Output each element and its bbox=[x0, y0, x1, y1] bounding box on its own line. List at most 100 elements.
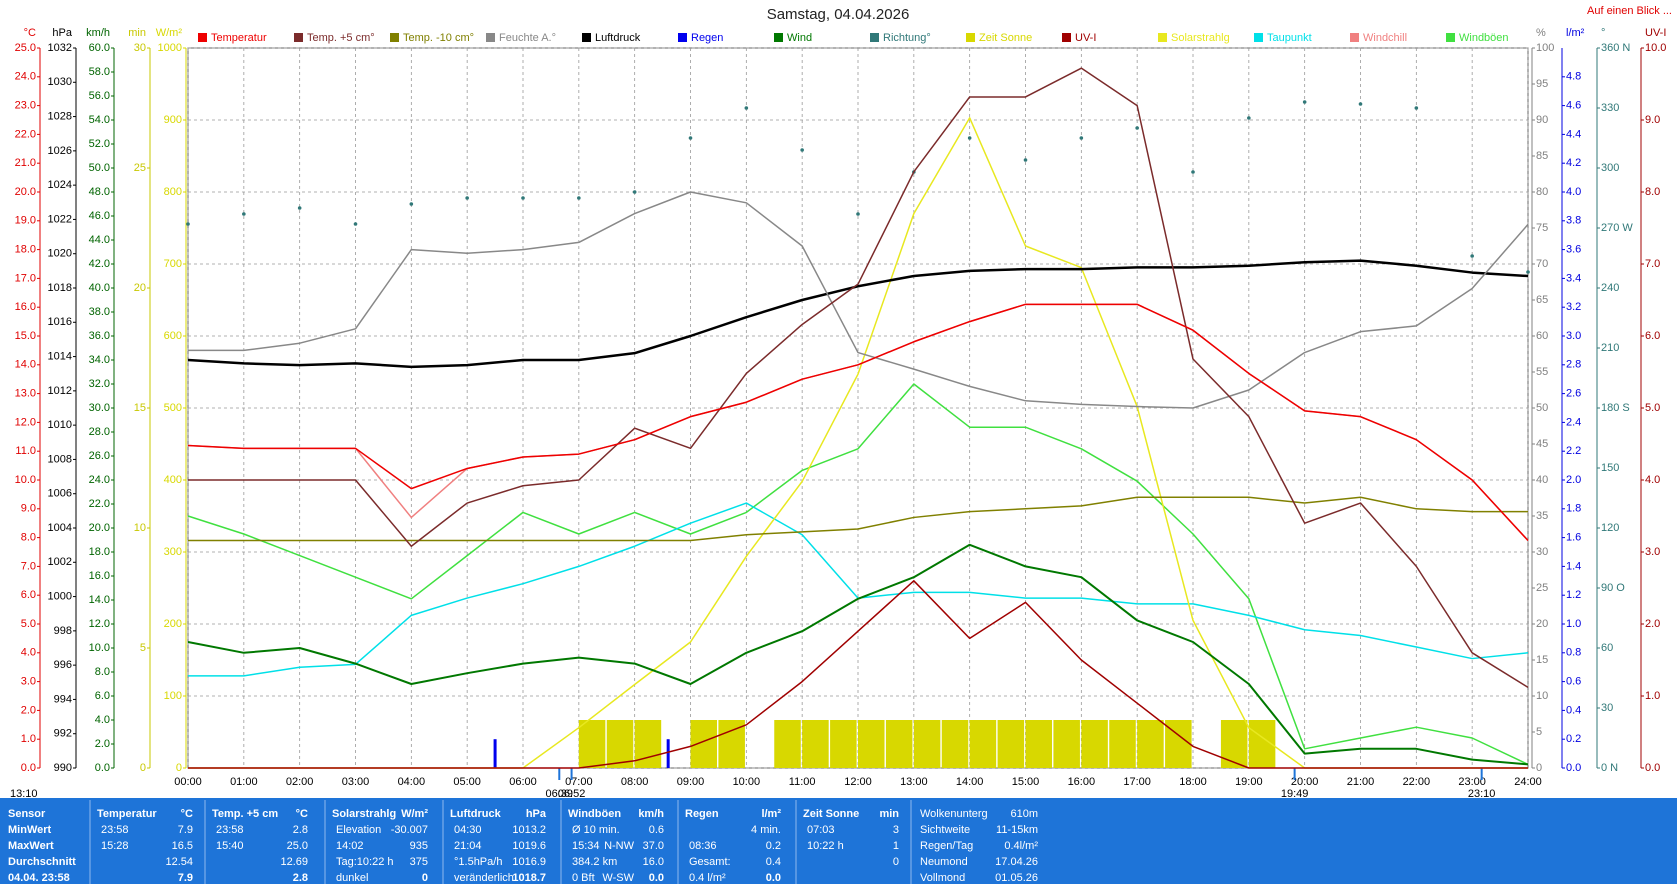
legend-swatch bbox=[1446, 33, 1455, 42]
y-tick-label: 85 bbox=[1536, 150, 1548, 162]
y-tick-label: 22.0 bbox=[15, 128, 36, 140]
y-tick-label: 16.0 bbox=[15, 301, 36, 313]
x-tick-label: 04:00 bbox=[398, 776, 426, 788]
stats-text: 0.4 bbox=[766, 856, 781, 868]
y-tick-label: 2.4 bbox=[1566, 416, 1581, 428]
stats-text: 17.04.26 bbox=[995, 856, 1038, 868]
legend-swatch bbox=[774, 33, 783, 42]
stats-text: 37.0 bbox=[643, 840, 664, 852]
direction-dot bbox=[186, 222, 190, 226]
y-tick-label: 3.0 bbox=[21, 676, 36, 688]
y-tick-label: 8.0 bbox=[21, 532, 36, 544]
y-tick-label: 240 bbox=[1601, 282, 1619, 294]
y-tick-label: 11.0 bbox=[15, 445, 36, 457]
y-tick-label: 1.4 bbox=[1566, 560, 1581, 572]
x-tick-label: 02:00 bbox=[286, 776, 314, 788]
y-tick-label: 6.0 bbox=[21, 589, 36, 601]
stats-text: 0.0 bbox=[649, 872, 664, 884]
y-tick-label: 22.0 bbox=[89, 498, 110, 510]
y-tick-label: 24.0 bbox=[89, 474, 110, 486]
series-line bbox=[187, 259, 1529, 369]
legend-swatch bbox=[870, 33, 879, 42]
stats-text: °1.5hPa/h bbox=[454, 856, 502, 868]
stats-text: Temp. +5 cm bbox=[212, 808, 278, 820]
legend-swatch bbox=[1350, 33, 1359, 42]
direction-dot bbox=[1135, 126, 1139, 130]
legend-label: Taupunkt bbox=[1267, 32, 1312, 44]
y-tick-label: 0.0 bbox=[1645, 762, 1660, 774]
legend-label: Regen bbox=[691, 32, 723, 44]
annotation: 23:10 bbox=[1468, 788, 1496, 800]
direction-dot bbox=[1302, 100, 1307, 104]
y-tick-label: 0.8 bbox=[1566, 647, 1581, 659]
stats-text: 0 Bft bbox=[572, 872, 595, 884]
y-tick-label: 32.0 bbox=[89, 378, 110, 390]
y-tick-label: 40.0 bbox=[89, 282, 110, 294]
overview-link[interactable]: Auf einen Blick ... bbox=[1587, 5, 1672, 17]
direction-dot bbox=[1023, 158, 1028, 162]
y-tick-label: 8.0 bbox=[1645, 186, 1660, 198]
y-tick-label: 65 bbox=[1536, 294, 1548, 306]
x-tick-label: 00:00 bbox=[174, 776, 202, 788]
stats-text: 07:03 bbox=[807, 824, 835, 836]
y-tick-label: 9.0 bbox=[21, 503, 36, 515]
y-tick-label: 1032 bbox=[48, 42, 72, 54]
y-tick-label: 90 O bbox=[1601, 582, 1625, 594]
legend-swatch bbox=[1254, 33, 1263, 42]
y-tick-label: 150 bbox=[1601, 462, 1619, 474]
y-tick-label: 0.0 bbox=[21, 762, 36, 774]
stats-text: 23:58 bbox=[101, 824, 129, 836]
stats-text: 25.0 bbox=[287, 840, 308, 852]
chart-title: Samstag, 04.04.2026 bbox=[767, 6, 910, 23]
legend-label: UV-I bbox=[1075, 32, 1096, 44]
direction-dot bbox=[856, 212, 860, 216]
bar bbox=[802, 720, 829, 768]
y-tick-label: 998 bbox=[54, 625, 72, 637]
y-tick-label: 1004 bbox=[48, 522, 72, 534]
y-tick-label: 5.0 bbox=[21, 618, 36, 630]
y-tick-label: 30 bbox=[134, 42, 146, 54]
stats-text: Regen/Tag bbox=[920, 840, 973, 852]
legend-label: Solarstrahlg bbox=[1171, 32, 1230, 44]
y-tick-label: 2.0 bbox=[95, 738, 110, 750]
bar bbox=[578, 720, 606, 768]
y-tick-label: 25 bbox=[1536, 582, 1548, 594]
stats-text: Luftdruck bbox=[450, 808, 502, 820]
y-tick-label: 50.0 bbox=[89, 162, 110, 174]
annotation: 06:39 bbox=[546, 788, 574, 800]
time-label: 13:10 bbox=[10, 788, 38, 800]
y-tick-label: 7.0 bbox=[1645, 258, 1660, 270]
legend-label: Richtung° bbox=[883, 32, 931, 44]
stats-text: 384.2 km bbox=[572, 856, 617, 868]
x-tick-label: 12:00 bbox=[844, 776, 872, 788]
x-tick-label: 19:00 bbox=[1235, 776, 1263, 788]
y-tick-label: 1008 bbox=[48, 453, 72, 465]
bar bbox=[1109, 720, 1136, 768]
y-tick-label: 990 bbox=[54, 762, 72, 774]
y-tick-label: 0.4 bbox=[1566, 704, 1581, 716]
y-tick-label: 2.6 bbox=[1566, 388, 1581, 400]
axis-unit: °C bbox=[24, 27, 36, 39]
legend-swatch bbox=[966, 33, 975, 42]
y-tick-label: 4.2 bbox=[1566, 157, 1581, 169]
stats-text: MinWert bbox=[8, 824, 52, 836]
stats-text: Zeit Sonne bbox=[803, 808, 859, 820]
x-tick-label: 06:00 bbox=[509, 776, 537, 788]
stats-text: 1018.7 bbox=[512, 872, 546, 884]
axis-unit: l/m² bbox=[1566, 27, 1585, 39]
stats-text: Elevation bbox=[336, 824, 381, 836]
series-line bbox=[187, 383, 1529, 766]
y-tick-label: 7.0 bbox=[21, 560, 36, 572]
direction-dot bbox=[465, 196, 469, 200]
y-tick-label: 16.0 bbox=[89, 570, 110, 582]
y-tick-label: 75 bbox=[1536, 222, 1548, 234]
y-tick-label: 46.0 bbox=[89, 210, 110, 222]
y-tick-label: 0 bbox=[1536, 762, 1542, 774]
y-tick-label: 15.0 bbox=[15, 330, 36, 342]
direction-dot bbox=[297, 206, 302, 210]
x-tick-label: 18:00 bbox=[1179, 776, 1207, 788]
direction-dot bbox=[1470, 254, 1474, 258]
y-tick-label: 994 bbox=[54, 693, 72, 705]
bar bbox=[634, 720, 662, 768]
stats-text: 15:34 bbox=[572, 840, 600, 852]
